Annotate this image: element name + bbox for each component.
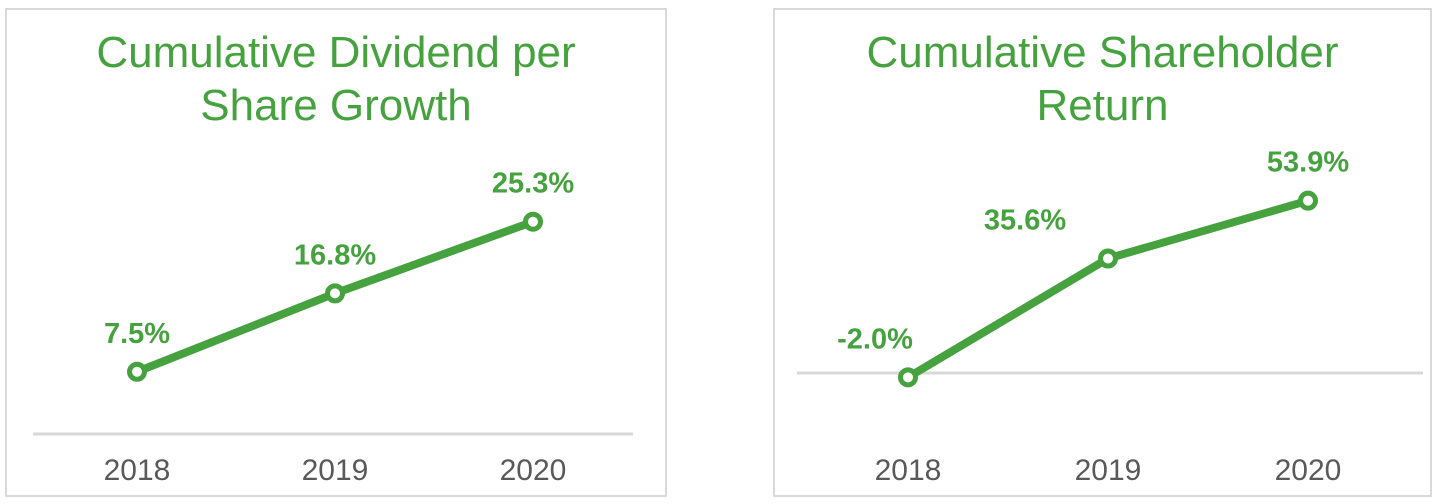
x-axis-label-2019: 2019 [1075,454,1142,487]
line-chart-shareholder-return: -2.0% 35.6% 53.9% 2018 2019 2020 [797,147,1423,487]
data-point-label-2018: 7.5% [104,318,170,350]
x-axis-label-2018: 2018 [875,454,942,487]
x-axis-label-2020: 2020 [500,454,567,487]
chart-title-shareholder-return: Cumulative Shareholder Return [866,28,1339,130]
x-axis-label-2020: 2020 [1275,454,1342,487]
data-point-marker-2018 [127,361,147,382]
chart-title-dividend-growth: Cumulative Dividend per Share Growth [96,28,576,130]
series-line [904,196,1312,382]
data-point-marker-2019 [325,283,345,304]
x-axis-label-2018: 2018 [104,454,171,487]
x-axis-label-2019: 2019 [302,454,369,487]
data-point-label-2019: 35.6% [984,205,1066,237]
data-point-label-2020: 53.9% [1267,147,1349,179]
chart-panel-dividend-growth: Cumulative Dividend per Share Growth 7.5… [5,8,667,497]
chart-panel-shareholder-return: Cumulative Shareholder Return -2.0% 35.6%… [773,8,1432,497]
line-chart-dividend-growth: 7.5% 16.8% 25.3% 2018 2019 2020 [33,168,633,487]
data-point-label-2020: 25.3% [492,168,574,200]
data-point-marker-2019 [1098,248,1118,269]
data-point-marker-2020 [523,211,543,232]
data-point-label-2019: 16.8% [294,239,376,271]
data-point-marker-2018 [898,367,918,388]
data-point-label-2018: -2.0% [837,323,913,355]
data-point-marker-2020 [1298,190,1318,211]
